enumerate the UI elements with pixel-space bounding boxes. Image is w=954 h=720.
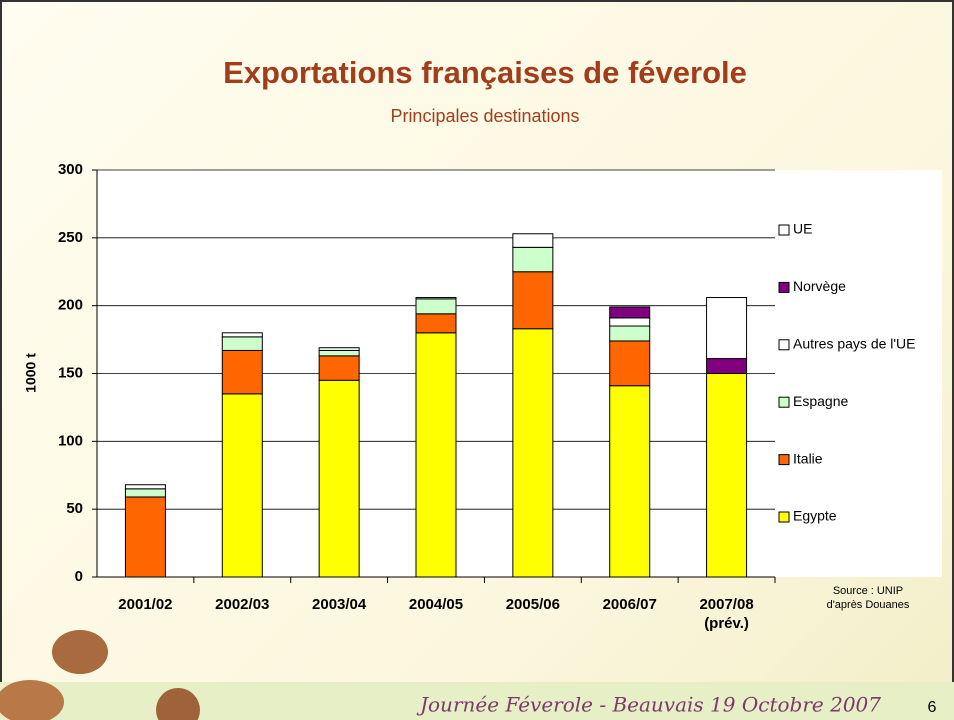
- bean-decoration: [52, 630, 108, 674]
- x-tick-label: 2004/05: [408, 596, 464, 613]
- legend-label: Egypte: [793, 508, 837, 524]
- legend-label: Italie: [793, 450, 823, 466]
- y-tick-label: 100: [58, 432, 83, 449]
- x-tick-label: 2002/03: [215, 596, 270, 613]
- x-tick-label: 2003/04: [312, 596, 367, 613]
- legend-swatch: [778, 396, 790, 408]
- bar-segment: [512, 233, 554, 248]
- bar-segment: [415, 313, 457, 334]
- x-tick-label: 2007/08 (prév.): [699, 596, 754, 632]
- bar-segment: [221, 349, 263, 395]
- x-tick-label: 2006/07: [602, 596, 657, 613]
- bar-segment: [609, 317, 651, 327]
- legend-label: Autres pays de l'UE: [793, 336, 916, 352]
- bar-segment: [415, 298, 457, 315]
- bar-segment: [318, 355, 360, 381]
- bar-segment: [318, 349, 360, 357]
- bean-decoration: [0, 680, 64, 720]
- footer-event: Journée Féverole - Beauvais 19 Octobre 2…: [416, 693, 881, 717]
- legend-swatch: [778, 454, 790, 466]
- bar-segment: [124, 488, 166, 498]
- slide-number: 6: [928, 699, 937, 716]
- bar-segment: [706, 297, 748, 360]
- bar-segment: [318, 379, 360, 578]
- bar-segment: [609, 306, 651, 319]
- legend-label: UE: [793, 221, 812, 237]
- bar-segment: [318, 347, 360, 351]
- bar-segment: [221, 393, 263, 578]
- y-tick-label: 200: [58, 297, 83, 314]
- bar-segment: [706, 358, 748, 374]
- legend-label: Espagne: [793, 393, 848, 409]
- legend-swatch: [778, 224, 790, 236]
- bar-segment: [221, 336, 263, 351]
- y-tick-label: 300: [58, 161, 83, 178]
- bar-segment: [609, 385, 651, 578]
- source-note: Source : UNIP: [833, 585, 903, 597]
- legend-swatch: [778, 511, 790, 523]
- y-tick-label: 0: [75, 568, 83, 585]
- bar-segment: [512, 328, 554, 578]
- bar-segment: [124, 496, 166, 578]
- bar-segment: [512, 246, 554, 273]
- bean-decoration: [156, 688, 200, 720]
- source-note: d'après Douanes: [827, 599, 910, 611]
- bar-segment: [706, 373, 748, 578]
- y-axis-label: 1000 t: [23, 353, 39, 393]
- legend-swatch: [778, 281, 790, 293]
- y-tick-label: 250: [58, 229, 83, 246]
- legend-label: Norvège: [793, 278, 846, 294]
- bar-segment: [415, 297, 457, 300]
- bar-segment: [415, 332, 457, 578]
- bar-segment: [609, 325, 651, 342]
- chart-subtitle: Principales destinations: [390, 106, 579, 126]
- y-tick-label: 150: [58, 364, 83, 381]
- bar-segment: [609, 340, 651, 387]
- y-tick-label: 50: [66, 500, 83, 517]
- bar-segment: [512, 271, 554, 330]
- x-tick-label: 2005/06: [505, 596, 560, 613]
- bar-segment: [124, 484, 166, 490]
- legend-swatch: [778, 339, 790, 351]
- x-tick-label: 2001/02: [118, 596, 173, 613]
- bar-segment: [221, 332, 263, 338]
- chart-title: Exportations françaises de féverole: [223, 55, 747, 90]
